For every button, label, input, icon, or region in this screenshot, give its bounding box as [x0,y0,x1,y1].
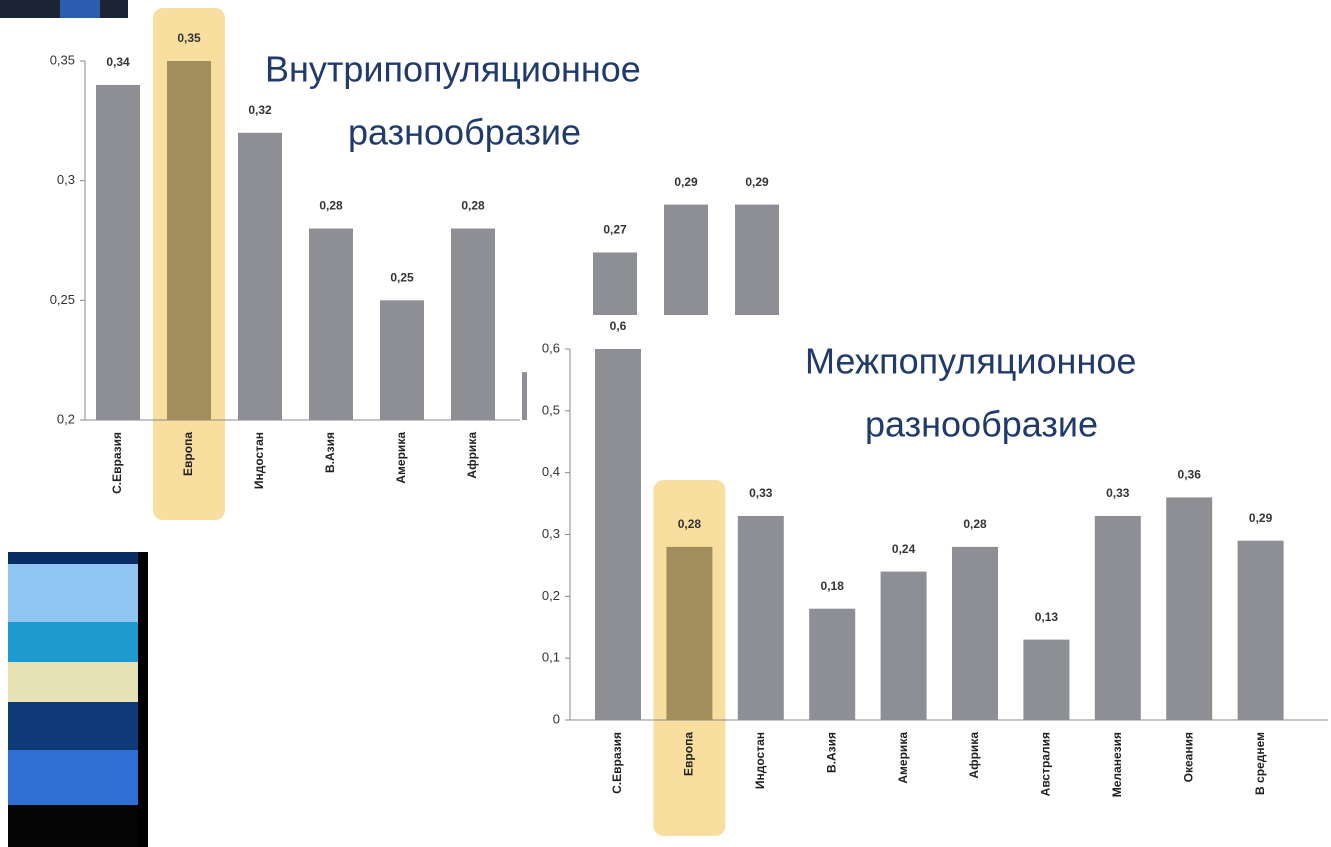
value-label: 0,33 [749,486,773,500]
photo-top [0,0,128,18]
value-label: 0,36 [1178,468,1202,482]
bar [666,546,713,720]
value-label: 0,24 [892,542,916,556]
y-tick-label: 0,35 [50,52,75,67]
value-label: 0,27 [603,223,627,237]
bar [1023,639,1070,720]
x-tick-label: Меланезия [1110,732,1124,797]
value-label: 0,28 [319,199,343,213]
bar [1237,540,1284,720]
y-tick-label: 0,1 [542,650,560,665]
y-tick-label: 0 [553,711,560,726]
bar [1094,515,1141,720]
bar [737,515,784,720]
bar [238,132,282,421]
x-tick-label: С.Евразия [610,732,624,794]
annotation: разнообразие [865,404,1098,445]
value-label: 0,35 [177,31,201,45]
y-tick-label: 0,3 [57,172,75,187]
y-tick-label: 0,2 [542,588,560,603]
value-label: 0,29 [674,175,698,189]
x-tick-label: В.Азия [323,432,337,473]
y-tick-label: 0,4 [542,464,560,479]
annotation: разнообразие [348,112,581,153]
value-label: 0,18 [821,579,845,593]
x-tick-label: Индостан [252,432,266,489]
photo-strip [8,552,148,847]
annotation: Межпопуляционное [805,341,1136,382]
y-tick-label: 0,5 [542,402,560,417]
value-label: 0,28 [963,517,987,531]
value-label: 0,29 [745,175,769,189]
annotation: Внутрипопуляционное [265,49,641,90]
bar [952,546,998,720]
x-tick-label: Африка [967,732,981,779]
x-tick-label: Океания [1181,732,1195,782]
value-label: 0,29 [1249,511,1273,525]
bar [96,84,140,420]
value-label: 0,34 [106,55,130,69]
bar [809,608,856,720]
value-label: 0,25 [390,271,414,285]
y-tick-label: 0,6 [542,340,560,355]
y-tick-label: 0,3 [542,526,560,541]
x-tick-label: Америка [896,732,910,784]
value-label: 0,6 [610,319,627,333]
y-tick-label: 0,25 [50,292,75,307]
y-tick-label: 0,2 [57,411,75,426]
bar [451,228,495,420]
bar [880,571,927,720]
bar [1166,497,1213,720]
bar [167,61,211,420]
x-tick-label: Австралия [1039,732,1053,796]
value-label: 0,28 [461,199,485,213]
value-label: 0,13 [1035,610,1059,624]
x-tick-label: Индостан [753,732,767,789]
x-tick-label: В среднем [1253,732,1267,795]
value-label: 0,32 [248,103,272,117]
x-tick-label: Америка [394,432,408,484]
x-tick-label: В.Азия [824,732,838,773]
value-label: 0,33 [1106,486,1130,500]
bar [309,228,353,420]
bar [595,349,641,720]
x-tick-label: С.Евразия [110,432,124,494]
bar [380,300,424,420]
value-label: 0,28 [678,517,702,531]
x-tick-label: Европа [181,432,195,476]
x-tick-label: Европа [682,732,696,776]
x-tick-label: Африка [465,432,479,479]
